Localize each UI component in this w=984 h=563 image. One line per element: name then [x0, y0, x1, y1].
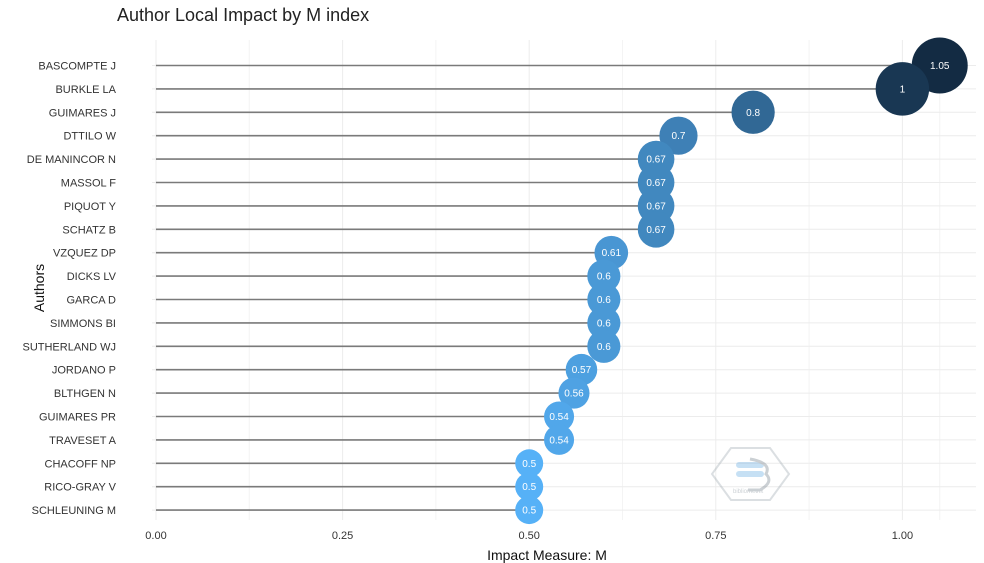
data-point — [587, 329, 621, 363]
y-tick-label: CHACOFF NP — [45, 458, 117, 470]
data-label: 0.67 — [646, 178, 666, 189]
data-label: 0.67 — [646, 225, 666, 236]
y-tick-label: MASSOL F — [61, 178, 116, 190]
data-point — [544, 424, 575, 455]
data-label: 0.54 — [549, 435, 569, 446]
y-tick-label: JORDANO P — [52, 365, 116, 377]
y-axis-title: Authors — [31, 264, 47, 312]
y-tick-label: SUTHERLAND WJ — [22, 341, 116, 353]
data-point — [587, 306, 621, 340]
data-label: 0.8 — [746, 108, 760, 119]
y-tick-label: SIMMONS BI — [50, 318, 116, 330]
y-tick-label: GARCA D — [66, 295, 116, 307]
data-point — [637, 210, 675, 248]
data-point — [659, 116, 698, 155]
x-tick-label: 1.00 — [892, 530, 913, 542]
data-label: 0.6 — [597, 295, 611, 306]
data-point — [731, 90, 775, 134]
y-tick-label: SCHLEUNING M — [32, 505, 116, 517]
data-label: 0.67 — [646, 155, 666, 166]
data-point — [515, 472, 544, 501]
y-tick-label: BASCOMPTE J — [38, 61, 116, 73]
lollipop-stems — [156, 64, 940, 511]
x-tick-label: 0.75 — [705, 530, 726, 542]
data-point — [875, 62, 930, 116]
data-label: 0.6 — [597, 342, 611, 353]
y-tick-label: DICKS LV — [67, 271, 117, 283]
x-tick-label: 0.00 — [145, 530, 166, 542]
y-tick-labels: BASCOMPTE J BURKLE LA GUIMARES J DTTILO W DE… — [22, 61, 116, 518]
data-label: 0.6 — [597, 318, 611, 329]
data-label: 0.6 — [597, 272, 611, 283]
data-point — [544, 401, 575, 432]
x-tick-labels: 0.00 0.25 0.50 0.75 1.00 — [145, 530, 913, 542]
data-point — [558, 377, 590, 409]
y-tick-label: PIQUOT Y — [64, 201, 117, 213]
y-tick-label: GUIMARES PR — [39, 412, 116, 424]
data-label: 0.56 — [564, 389, 584, 400]
data-label: 0.57 — [572, 365, 592, 376]
chart-title: Author Local Impact by M index — [117, 5, 369, 25]
data-label: 0.5 — [522, 459, 536, 470]
data-label: 0.7 — [672, 131, 686, 142]
data-points: 1.05 1 0.8 0.7 0.67 0.67 0.67 0.67 0.61 0.6 0.6 0.6… — [515, 37, 968, 525]
data-point — [587, 282, 621, 317]
bibliometrix-logo-watermark: bibliometrix — [710, 447, 791, 501]
data-label: 0.5 — [522, 506, 536, 517]
y-tick-label: BURKLE LA — [55, 84, 116, 96]
y-tick-label: RICO-GRAY V — [44, 482, 116, 494]
data-label: 1 — [900, 84, 906, 95]
x-tick-label: 0.25 — [332, 530, 353, 542]
y-tick-label: DE MANINCOR N — [27, 154, 116, 166]
y-tick-label: DTTILO W — [63, 131, 116, 143]
data-label: 1.05 — [930, 61, 950, 72]
data-label: 0.61 — [602, 248, 622, 259]
data-label: 0.5 — [522, 482, 536, 493]
watermark-text: bibliometrix — [733, 489, 763, 495]
data-point — [587, 259, 621, 293]
y-tick-label: BLTHGEN N — [54, 388, 116, 400]
x-axis-title: Impact Measure: M — [487, 547, 607, 563]
y-tick-label: TRAVESET A — [49, 435, 117, 447]
y-tick-label: SCHATZ B — [62, 224, 116, 236]
y-tick-label: VZQUEZ DP — [53, 248, 116, 260]
data-point — [515, 496, 544, 525]
data-label: 0.67 — [646, 201, 666, 212]
x-tick-label: 0.50 — [518, 530, 539, 542]
y-tick-label: GUIMARES J — [49, 107, 116, 119]
data-point — [515, 449, 544, 478]
data-label: 0.54 — [549, 412, 569, 423]
